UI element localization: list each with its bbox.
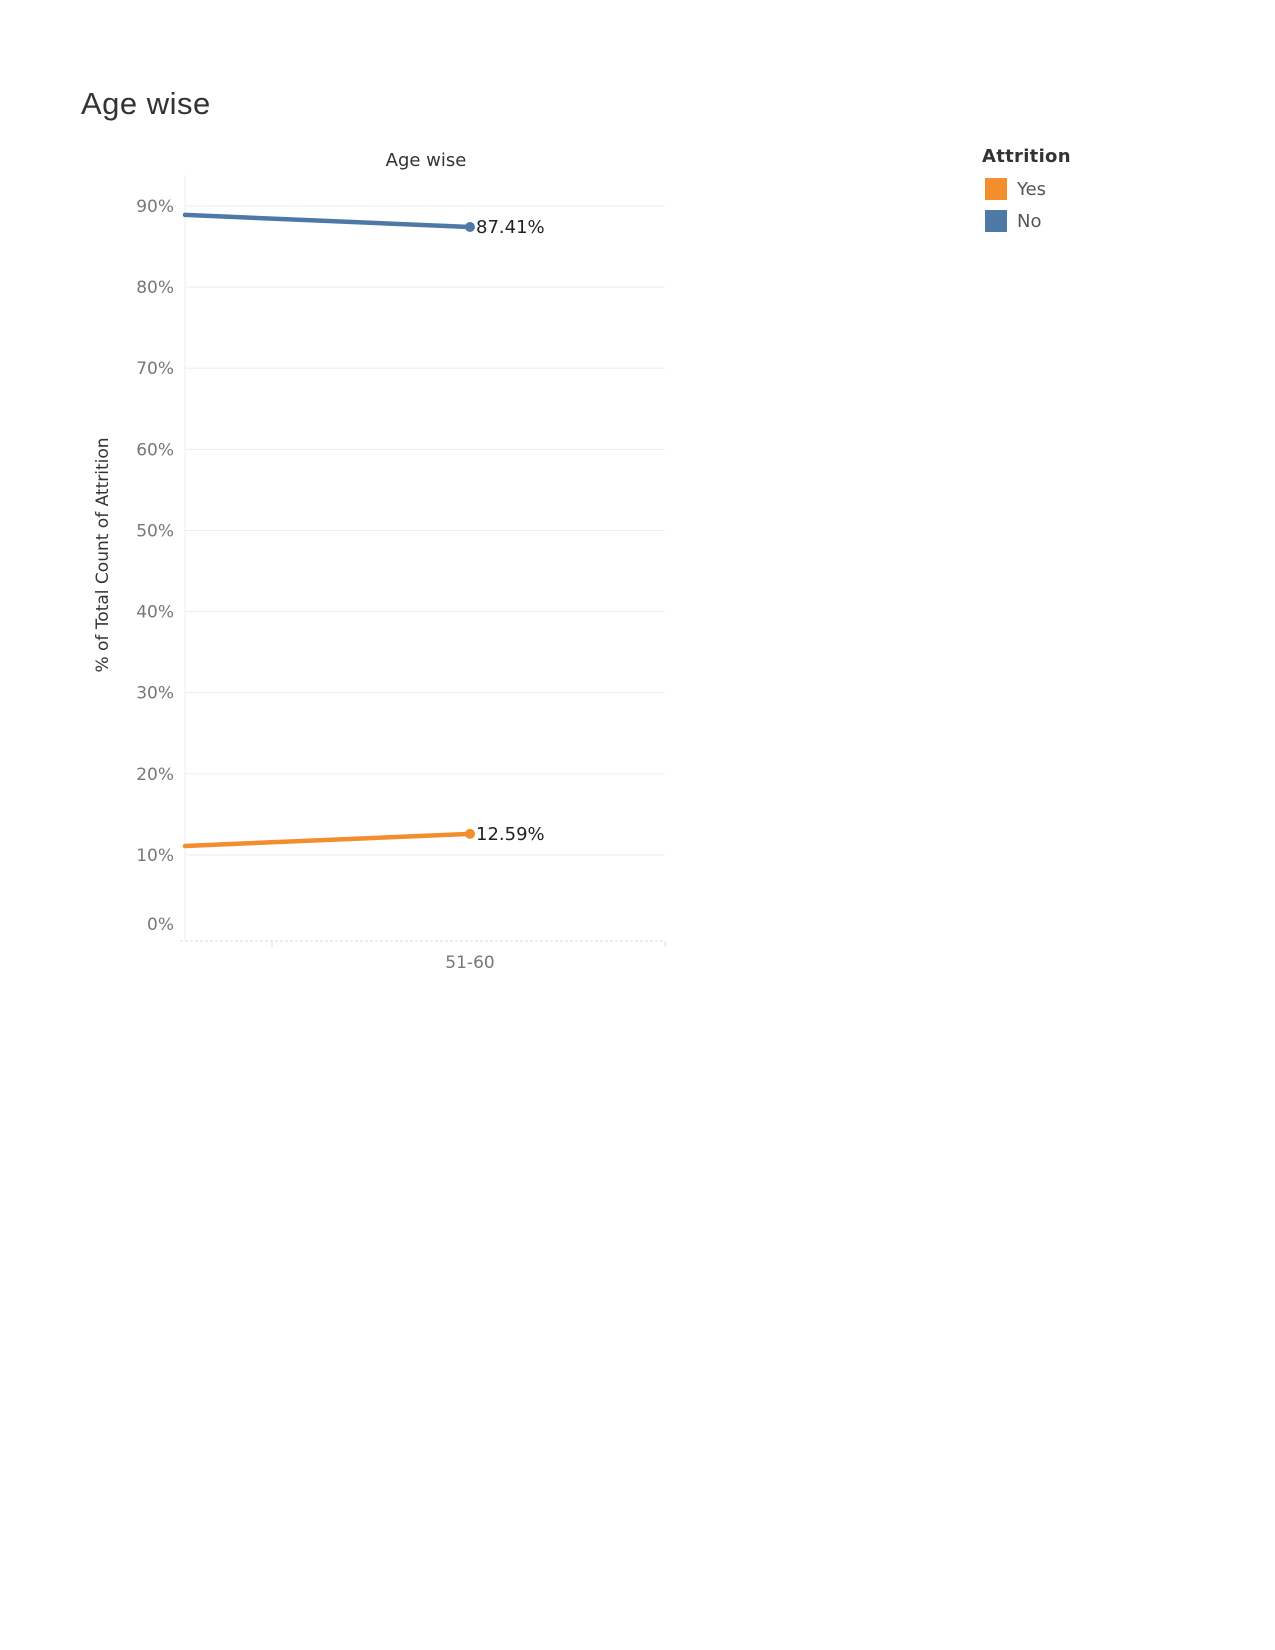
series-lines	[182, 212, 475, 849]
y-tick-label: 70%	[136, 359, 174, 379]
legend-item-no[interactable]: No	[982, 205, 1071, 237]
y-tick-label: 10%	[136, 846, 174, 866]
line-chart: 0% 10% 20% 30% 40% 50% 60% 70% 80% 90% 12.59% 87.4…	[93, 150, 666, 973]
legend: Attrition Yes No	[982, 146, 1071, 237]
y-tick-label: 40%	[136, 603, 174, 623]
y-tick-label: 50%	[136, 521, 174, 541]
legend-label-yes: Yes	[1017, 178, 1047, 200]
data-point-no[interactable]	[465, 222, 475, 233]
chart-title: Age wise	[386, 150, 467, 171]
legend-label-no: No	[1017, 210, 1042, 232]
y-tick-label: 90%	[136, 197, 174, 217]
legend-swatch-yes	[985, 178, 1007, 200]
page-title: Age wise	[81, 86, 211, 121]
legend-title: Attrition	[982, 146, 1071, 167]
series-line-yes	[182, 831, 473, 849]
data-label-no: 87.41%	[476, 217, 545, 238]
series-line-no	[182, 212, 473, 230]
data-labels: 12.59% 87.41%	[476, 217, 545, 845]
y-tick-label: 60%	[136, 440, 174, 460]
gridlines	[180, 175, 666, 947]
y-tick-label: 30%	[136, 684, 174, 704]
legend-swatch-no	[985, 210, 1007, 232]
data-point-yes[interactable]	[465, 828, 475, 839]
y-tick-label: 0%	[147, 915, 174, 935]
y-tick-label: 20%	[136, 765, 174, 785]
y-axis-ticks: 0% 10% 20% 30% 40% 50% 60% 70% 80% 90%	[136, 197, 174, 935]
data-label-yes: 12.59%	[476, 824, 545, 845]
x-tick-label: 51-60	[445, 953, 494, 973]
y-axis-title: % of Total Count of Attrition	[93, 437, 113, 672]
legend-item-yes[interactable]: Yes	[982, 173, 1071, 205]
y-tick-label: 80%	[136, 278, 174, 298]
